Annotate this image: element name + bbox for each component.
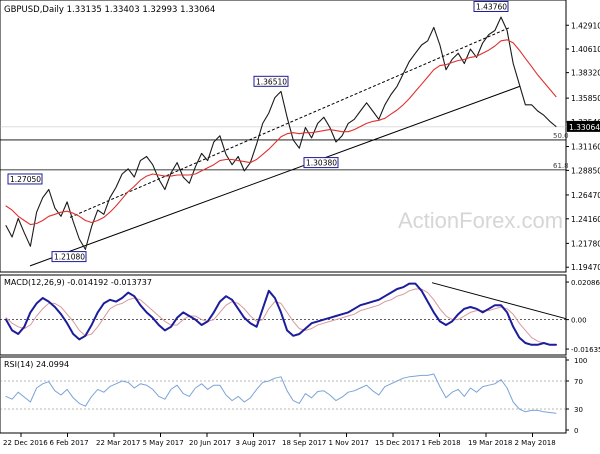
- rsi-line: [5, 373, 557, 414]
- price-y-tick-label: 1.26470: [571, 191, 600, 200]
- x-tick-label: 19 Mar 2018: [468, 439, 512, 447]
- label-layer: 50.0 61.8 1.42910 1.40610 1.38320 1.35850 1.33…: [3, 0, 600, 447]
- price-y-tick-label: 1.42910: [571, 21, 600, 30]
- x-tick-label: 5 May 2017: [143, 439, 184, 447]
- price-annotation-box: [473, 0, 509, 12]
- price-y-tick-label: 1.19470: [571, 263, 600, 272]
- price-annotation-label: 1.36510: [256, 77, 287, 86]
- x-tick-label: 22 Mar 2017: [96, 439, 140, 447]
- trend-resistance-line: [69, 26, 511, 218]
- macd-y-tick-label: -0.016357: [571, 346, 600, 354]
- watermark: ActionForex.com: [398, 208, 563, 233]
- macd-label: MACD(12,26,9) -0.014192 -0.013737: [4, 278, 152, 287]
- x-tick-label: 3 Aug 2017: [236, 439, 276, 447]
- macd-panel-frame: [0, 274, 567, 356]
- price-y-tick-label: 1.24160: [571, 215, 600, 224]
- fib-label: 61.8: [553, 162, 569, 170]
- price-annotation-label: 1.30380: [306, 159, 337, 168]
- price-annotation-label: 1.21080: [54, 253, 85, 262]
- price-annotation-label: 1.43760: [476, 2, 507, 11]
- price-y-tick-label: 1.31160: [571, 143, 600, 152]
- price-y-tick-label: 1.38320: [571, 69, 600, 78]
- rsi-y-tick-label: 0: [574, 427, 578, 435]
- x-tick-label: 1 Nov 2017: [329, 439, 369, 447]
- series-layer: [5, 16, 557, 414]
- current-price-label: 1.33064: [569, 123, 600, 132]
- macd-y-tick-label: 0.00: [571, 317, 587, 325]
- rsi-panel-frame: [0, 356, 567, 434]
- price-panel-frame: [0, 0, 567, 273]
- rsi-y-tick-label: 100: [574, 357, 587, 365]
- price-annotation-label: 1.27050: [10, 175, 41, 184]
- price-y-tick-label: 1.21780: [571, 239, 600, 248]
- macd-line: [5, 282, 557, 346]
- x-tick-label: 6 Feb 2017: [50, 439, 89, 447]
- macd-y-tick-label: 0.020861: [571, 279, 600, 287]
- price-y-tick-label: 1.40610: [571, 45, 600, 54]
- macd-signal-line: [5, 288, 557, 346]
- price-annotation-box: [7, 173, 43, 185]
- price-y-tick-label: 1.28850: [571, 166, 600, 175]
- current-price-box: [567, 120, 600, 132]
- x-tick-label: 1 Feb 2018: [422, 439, 461, 447]
- price-annotation-box: [303, 157, 339, 169]
- x-tick-label: 20 Jun 2017: [189, 439, 231, 447]
- price-series-line: [5, 16, 557, 250]
- chart-symbol-header: GBPUSD,Daily 1.33135 1.33403 1.32993 1.3…: [4, 5, 215, 15]
- macd-trend-line: [431, 282, 567, 320]
- trend-support-line: [29, 85, 521, 267]
- x-tick-label: 18 Sep 2017: [282, 439, 326, 447]
- price-annotation-box: [253, 75, 289, 87]
- x-tick-label: 2 May 2018: [515, 439, 556, 447]
- fib-label: 50.0: [553, 132, 569, 140]
- price-y-tick-label: 1.35850: [571, 94, 600, 103]
- x-tick-label: 15 Dec 2017: [375, 439, 420, 447]
- tick-layer: [20, 24, 569, 437]
- rsi-y-tick-label: 30: [574, 406, 583, 414]
- rsi-y-tick-label: 70: [574, 378, 583, 386]
- background-layer: [0, 26, 567, 410]
- x-tick-label: 22 Dec 2016: [3, 439, 48, 447]
- sma-series-line: [5, 39, 557, 226]
- rsi-label: RSI(14) 24.0994: [4, 360, 69, 369]
- price-annotation-box: [51, 251, 87, 263]
